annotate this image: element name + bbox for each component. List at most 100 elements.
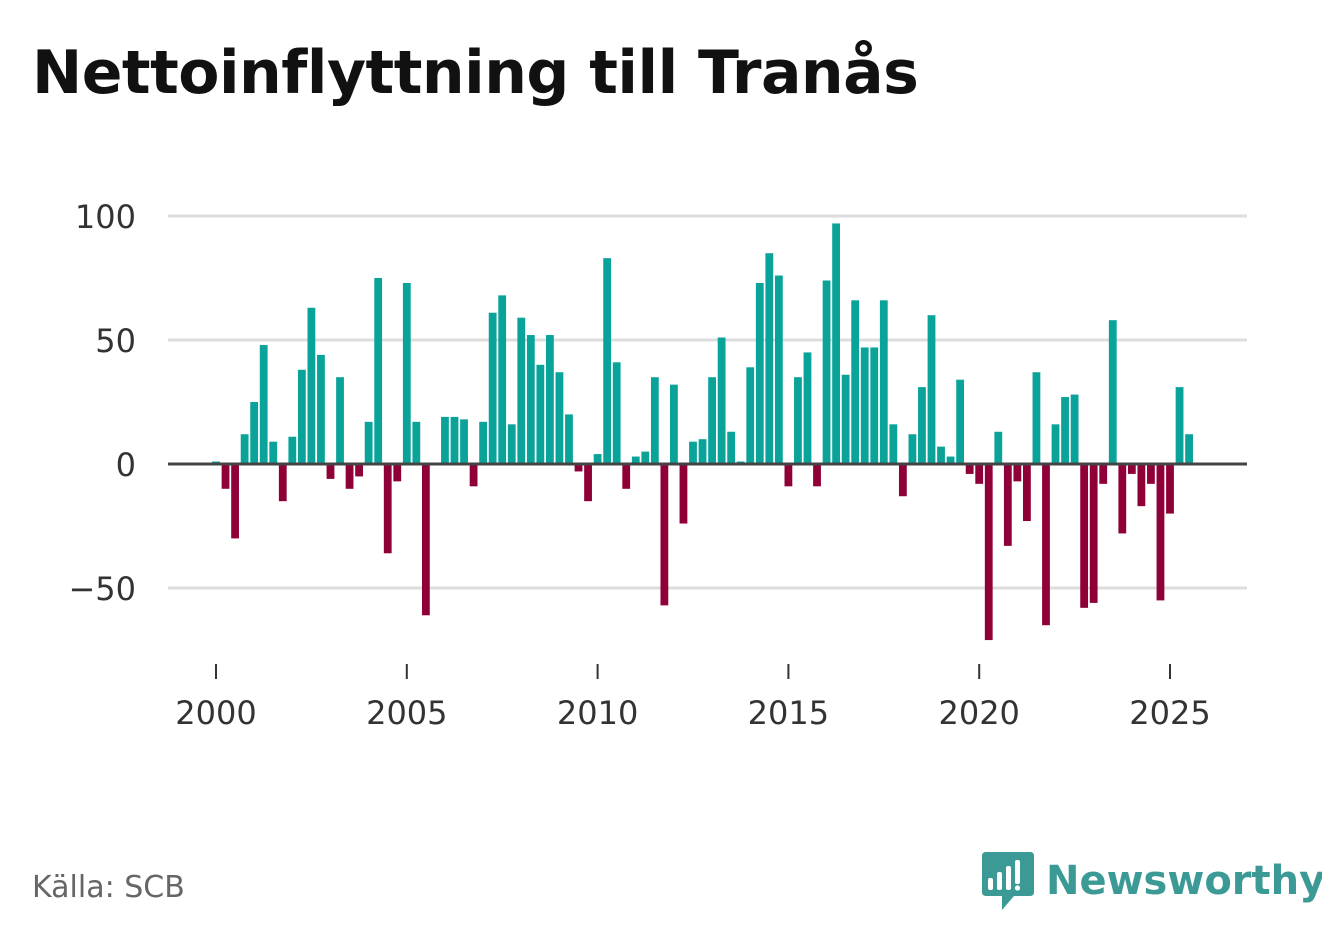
bar xyxy=(1099,464,1108,484)
bar xyxy=(1156,464,1165,601)
bar xyxy=(1147,464,1155,484)
bar xyxy=(412,421,421,464)
bar xyxy=(240,434,249,464)
bar xyxy=(1003,464,1012,546)
bar xyxy=(1023,464,1031,522)
x-tick-label: 2020 xyxy=(938,694,1019,732)
newsworthy-logo-icon xyxy=(982,852,1034,910)
bar xyxy=(822,280,831,464)
bar xyxy=(345,464,354,489)
bar xyxy=(708,377,716,464)
bar xyxy=(784,464,793,487)
bar xyxy=(1051,424,1060,464)
brand-logo[interactable]: Newsworthy xyxy=(980,850,1322,912)
bar xyxy=(278,464,287,502)
bar xyxy=(469,464,478,487)
bar xyxy=(994,431,1003,464)
bar xyxy=(374,278,383,464)
bar xyxy=(918,387,926,464)
y-tick-label: 0 xyxy=(116,446,136,484)
bar xyxy=(794,377,802,464)
bar xyxy=(1013,464,1022,482)
bar xyxy=(383,464,392,554)
bar xyxy=(546,335,554,464)
x-tick-label: 2015 xyxy=(748,694,829,732)
bar xyxy=(1175,387,1184,464)
x-tick-label: 2010 xyxy=(557,694,638,732)
bar xyxy=(984,464,993,641)
bar xyxy=(1166,464,1174,514)
bar xyxy=(393,464,402,482)
bar xyxy=(507,424,516,464)
bar xyxy=(1032,372,1041,464)
bar xyxy=(841,374,850,464)
bar xyxy=(517,317,526,464)
bar xyxy=(269,441,278,464)
bar xyxy=(946,456,955,464)
bar xyxy=(660,464,669,606)
bar xyxy=(231,464,239,539)
bar xyxy=(908,434,917,464)
bar xyxy=(889,424,898,464)
bar xyxy=(526,335,535,464)
bar xyxy=(441,416,449,464)
bar xyxy=(307,307,316,464)
bar xyxy=(746,367,755,464)
chart-title: Nettoinflyttning till Tranås xyxy=(32,38,919,108)
bar xyxy=(450,416,459,464)
bars xyxy=(212,223,1193,641)
bar xyxy=(1127,464,1136,474)
bar xyxy=(927,315,936,464)
bar xyxy=(259,344,268,464)
bar xyxy=(803,352,812,464)
bar xyxy=(317,354,325,464)
bar xyxy=(364,421,373,464)
bar xyxy=(1108,320,1117,464)
bar xyxy=(555,372,564,464)
bar xyxy=(860,347,869,464)
bar xyxy=(1080,464,1089,608)
bar xyxy=(1061,397,1069,464)
bar xyxy=(879,300,888,464)
bar xyxy=(250,402,259,464)
bar xyxy=(574,464,583,472)
y-tick-label: 50 xyxy=(95,322,136,360)
bar xyxy=(937,446,945,464)
bar xyxy=(650,377,659,464)
bar xyxy=(679,464,688,524)
bar xyxy=(584,464,592,502)
x-tick-label: 2025 xyxy=(1129,694,1210,732)
axes: 100 50 0 −50 2000 2005 2010 2015 2020 2025 xyxy=(68,198,1247,732)
bar xyxy=(593,454,602,464)
bar xyxy=(1089,464,1098,603)
bar xyxy=(355,464,363,477)
bar xyxy=(755,282,764,464)
bar xyxy=(965,464,974,474)
bar xyxy=(1137,464,1146,507)
grid-lines xyxy=(168,214,1247,590)
bar xyxy=(297,369,306,464)
bar xyxy=(536,364,545,464)
y-tick-label: −50 xyxy=(68,570,136,608)
bar xyxy=(898,464,907,497)
bar xyxy=(326,464,335,479)
bar xyxy=(402,282,411,464)
bar xyxy=(975,464,984,484)
y-tick-label: 100 xyxy=(75,198,136,236)
bar xyxy=(460,419,468,464)
brand-name: Newsworthy xyxy=(1046,858,1322,904)
bar xyxy=(689,441,697,464)
bar xyxy=(956,379,965,464)
bar xyxy=(622,464,631,489)
bar xyxy=(641,451,650,464)
bar xyxy=(813,464,821,487)
bar xyxy=(288,436,297,464)
bar xyxy=(336,377,344,464)
x-tick-label: 2005 xyxy=(366,694,447,732)
bar xyxy=(1070,394,1079,464)
bar xyxy=(851,300,860,464)
bar xyxy=(1042,464,1050,626)
source-label: Källa: SCB xyxy=(32,870,185,905)
bar xyxy=(421,464,430,616)
